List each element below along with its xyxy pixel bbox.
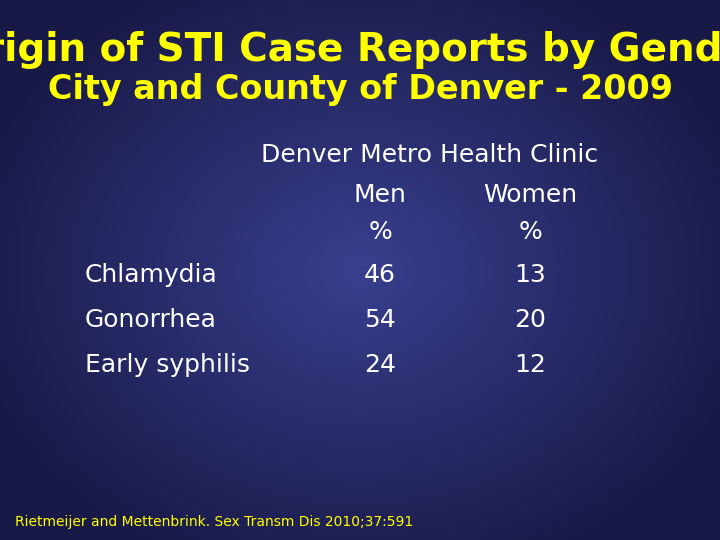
Text: City and County of Denver - 2009: City and County of Denver - 2009 [48,73,672,106]
Text: %: % [518,220,542,244]
Text: %: % [368,220,392,244]
Text: 54: 54 [364,308,396,332]
Text: Gonorrhea: Gonorrhea [85,308,217,332]
Text: Women: Women [483,183,577,207]
Text: 13: 13 [514,263,546,287]
Text: Origin of STI Case Reports by Gender: Origin of STI Case Reports by Gender [0,31,720,69]
Text: Early syphilis: Early syphilis [85,353,250,377]
Text: Chlamydia: Chlamydia [85,263,217,287]
Text: 12: 12 [514,353,546,377]
Text: 24: 24 [364,353,396,377]
Text: Denver Metro Health Clinic: Denver Metro Health Clinic [261,143,598,167]
Text: 20: 20 [514,308,546,332]
Text: Rietmeijer and Mettenbrink. Sex Transm Dis 2010;37:591: Rietmeijer and Mettenbrink. Sex Transm D… [15,515,413,529]
Text: 46: 46 [364,263,396,287]
Text: Men: Men [354,183,406,207]
